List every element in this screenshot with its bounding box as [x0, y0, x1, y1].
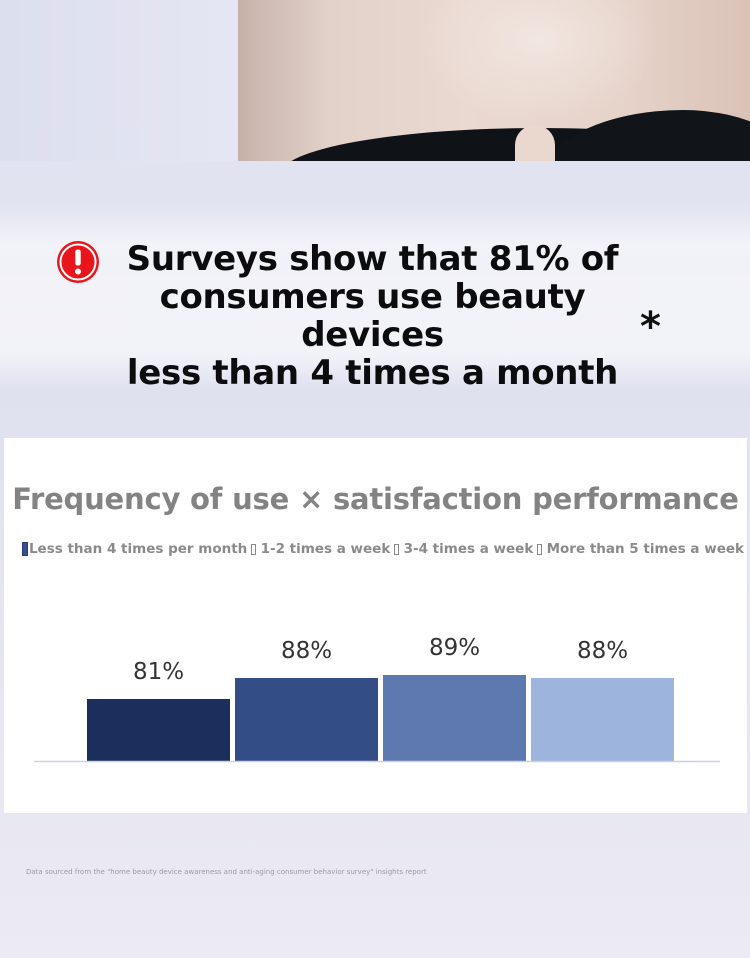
chart-card: Frequency of use × satisfaction performa…	[4, 438, 747, 813]
bar-value-label-3: 89%	[429, 635, 480, 661]
headline-band	[0, 205, 750, 390]
cleavage	[515, 125, 555, 161]
bar-value-label-2: 88%	[281, 638, 332, 664]
headline-line-3: less than 4 times a month	[126, 353, 619, 393]
headline: Surveys show that 81% of consumers use b…	[95, 240, 650, 392]
legend-swatch	[22, 542, 28, 556]
hero-photo	[0, 0, 750, 161]
source-note: Data sourced from the "home beauty devic…	[26, 868, 427, 876]
bar-4	[531, 678, 674, 761]
exclamation-circle-icon	[57, 241, 99, 283]
bar-3	[383, 675, 526, 761]
legend-separator-icon	[537, 543, 542, 555]
legend-label-3: 3-4 times a week	[403, 541, 534, 557]
legend-label-4: More than 5 times a week	[546, 541, 745, 557]
footnote-asterisk: *	[640, 304, 661, 350]
legend-item-2: 1-2 times a week	[261, 541, 391, 557]
legend-label-1: Less than 4 times per month	[28, 541, 248, 557]
chart-title: Frequency of use × satisfaction performa…	[12, 482, 739, 516]
legend-separator-icon	[394, 543, 399, 555]
legend-item-4: More than 5 times a week	[547, 541, 744, 557]
legend-item-3: 3-4 times a week	[404, 541, 534, 557]
bar-2	[235, 678, 378, 761]
headline-line-2: consumers use beauty devices	[159, 277, 586, 355]
legend-label-2: 1-2 times a week	[260, 541, 391, 557]
bar-1	[87, 699, 230, 761]
headline-line-1: Surveys show that 81% of	[126, 239, 619, 279]
chart-legend: Less than 4 times per month 1-2 times a …	[22, 541, 744, 557]
bar-chart: 81% 88% 89% 88%	[34, 635, 720, 763]
legend-separator-icon	[251, 543, 256, 555]
legend-item-1: Less than 4 times per month	[29, 541, 247, 557]
bar-value-label-1: 81%	[133, 659, 184, 685]
bar-value-label-4: 88%	[577, 638, 628, 664]
